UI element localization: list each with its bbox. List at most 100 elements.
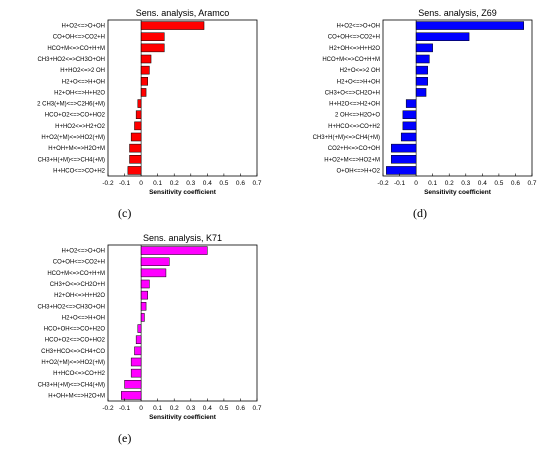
category-label: CH3+HO2<=>CH3O+OH bbox=[37, 57, 105, 63]
category-label: CH3+O<=>CH2O+H bbox=[325, 90, 380, 96]
category-label: H+O2<=>O+OH bbox=[61, 24, 105, 30]
bar bbox=[391, 143, 417, 153]
x-tick-label: 0.7 bbox=[252, 180, 261, 187]
plot-area bbox=[107, 19, 258, 177]
category-label: CH3+H(+M)<=>CH4(+M) bbox=[313, 135, 380, 141]
caption-z69: (d) bbox=[413, 206, 427, 220]
chart-title: Sens. analysis, Aramco bbox=[136, 8, 230, 18]
x-tick-label: 0.1 bbox=[428, 180, 437, 187]
category-label: H+OH+M<=>H2O+M bbox=[48, 146, 105, 152]
bar bbox=[130, 132, 142, 142]
category-label: H+O2<=>O+OH bbox=[336, 24, 380, 30]
x-tick-label: 0.6 bbox=[236, 180, 245, 187]
category-label: H+HO2<=>2 OH bbox=[60, 68, 105, 74]
category-label: HCO+O2<=>CO+HO2 bbox=[45, 338, 106, 344]
chart-panel-k71: Sens. analysis, K71 H+O2<=>O+OH CO+OH<=>CO… bbox=[0, 225, 275, 449]
category-label: CO2+H<=>CO+OH bbox=[328, 146, 380, 152]
category-label: H+OH+M<=>H2O+M bbox=[48, 393, 105, 399]
plot-area bbox=[382, 19, 533, 177]
bar bbox=[130, 357, 142, 367]
category-label: H2+O<=>H+OH bbox=[62, 79, 105, 85]
category-label: CO+OH<=>CO2+H bbox=[328, 35, 380, 41]
bar bbox=[130, 368, 142, 378]
x-tick-label: 0.6 bbox=[236, 405, 245, 412]
bar bbox=[129, 143, 142, 153]
x-tick-label: -0.1 bbox=[119, 405, 131, 412]
bar bbox=[140, 54, 152, 64]
category-label: H+H2O<=>H2+OH bbox=[329, 102, 380, 108]
bar bbox=[135, 335, 142, 344]
chart-panel-z69: Sens. analysis, Z69 H+O2<=>O+OH CO+OH<=>CO… bbox=[275, 0, 550, 225]
x-tick-label: 0 bbox=[139, 180, 143, 187]
x-tick-label: 0.1 bbox=[153, 180, 162, 187]
bar bbox=[140, 279, 150, 289]
caption-aramco: (c) bbox=[118, 206, 132, 220]
category-label: CH3+H(+M)<=>CH4(+M) bbox=[38, 382, 105, 388]
category-label: H+HO2<=>H2+O2 bbox=[55, 124, 106, 130]
x-tick-label: 0.4 bbox=[478, 180, 487, 187]
x-tick-label: 0.1 bbox=[153, 405, 162, 412]
category-label: CH3+HO2<=>CH3O+OH bbox=[37, 304, 105, 310]
x-tick-label: 0.4 bbox=[203, 180, 212, 187]
x-tick-label: 0.5 bbox=[494, 180, 503, 187]
category-label: HCO+M<=>CO+H+M bbox=[322, 57, 380, 63]
bar bbox=[134, 346, 142, 356]
category-label: CH3+H(+M)<=>CH4(+M) bbox=[38, 157, 105, 163]
x-axis-label: Sensitivity coefficient bbox=[149, 189, 217, 196]
bar bbox=[140, 21, 205, 30]
bar bbox=[415, 88, 427, 97]
x-tick-label: 0 bbox=[414, 180, 418, 187]
category-label: HCO+OH<=>CO+H2O bbox=[44, 327, 106, 333]
plot-area bbox=[107, 244, 258, 402]
category-label: H2+O<=>H+OH bbox=[62, 315, 105, 321]
bar bbox=[405, 99, 417, 108]
category-label: H+O2(+M)<=>HO2(+M) bbox=[41, 135, 105, 141]
bar bbox=[120, 391, 142, 400]
x-tick-label: -0.2 bbox=[377, 180, 389, 187]
x-tick-label: -0.2 bbox=[102, 180, 114, 187]
category-label: H2+OH<=>H+H2O bbox=[329, 46, 380, 52]
x-tick-label: 0.3 bbox=[461, 180, 470, 187]
category-label: CH3+O<=>CH2O+H bbox=[50, 282, 105, 288]
category-label: H+O2<=>O+OH bbox=[61, 249, 105, 255]
category-label: HCO+O2<=>CO+HO2 bbox=[45, 113, 106, 119]
x-tick-label: 0.7 bbox=[527, 180, 536, 187]
category-label: H+HCO<=>CO+H2 bbox=[53, 168, 106, 174]
category-label: H2+OH<=>H+H2O bbox=[54, 293, 105, 299]
category-label: O+OH<=>H+O2 bbox=[336, 168, 380, 174]
bar bbox=[140, 77, 148, 86]
bar bbox=[415, 43, 433, 53]
x-tick-label: 0.2 bbox=[170, 405, 179, 412]
bar bbox=[391, 155, 417, 164]
bar bbox=[140, 65, 150, 75]
chart-title: Sens. analysis, Z69 bbox=[418, 8, 497, 18]
x-tick-label: 0.4 bbox=[203, 405, 212, 412]
chart-k71: Sens. analysis, K71 H+O2<=>O+OH CO+OH<=>CO… bbox=[37, 233, 261, 421]
bar bbox=[129, 155, 142, 164]
x-tick-label: 0 bbox=[139, 405, 143, 412]
bar bbox=[402, 110, 417, 119]
chart-aramco: Sens. analysis, Aramco H+O2<=>O+OH CO+OH<=… bbox=[37, 8, 262, 196]
bar bbox=[415, 77, 428, 86]
bar bbox=[140, 268, 167, 278]
bar bbox=[415, 21, 524, 30]
category-label: H2+O<=>H+OH bbox=[337, 79, 380, 85]
category-label: H+O2+M<=>HO2+M bbox=[324, 157, 380, 163]
bar bbox=[127, 166, 142, 175]
x-axis-label: Sensitivity coefficient bbox=[149, 414, 217, 421]
bar bbox=[137, 99, 142, 108]
x-axis-label: Sensitivity coefficient bbox=[424, 189, 492, 196]
bar bbox=[400, 132, 417, 142]
x-tick-label: 0.7 bbox=[252, 405, 261, 412]
x-tick-label: -0.1 bbox=[119, 180, 131, 187]
x-tick-label: 0.5 bbox=[219, 180, 228, 187]
chart-panel-aramco: Sens. analysis, Aramco H+O2<=>O+OH CO+OH<=… bbox=[0, 0, 275, 225]
x-tick-label: 0.3 bbox=[186, 405, 195, 412]
bar bbox=[415, 65, 428, 75]
chart-z69: Sens. analysis, Z69 H+O2<=>O+OH CO+OH<=>CO… bbox=[313, 8, 537, 196]
caption-k71: (e) bbox=[118, 431, 132, 445]
bar bbox=[135, 110, 142, 119]
bar bbox=[415, 32, 470, 41]
bar bbox=[140, 43, 165, 53]
bar bbox=[140, 88, 147, 97]
